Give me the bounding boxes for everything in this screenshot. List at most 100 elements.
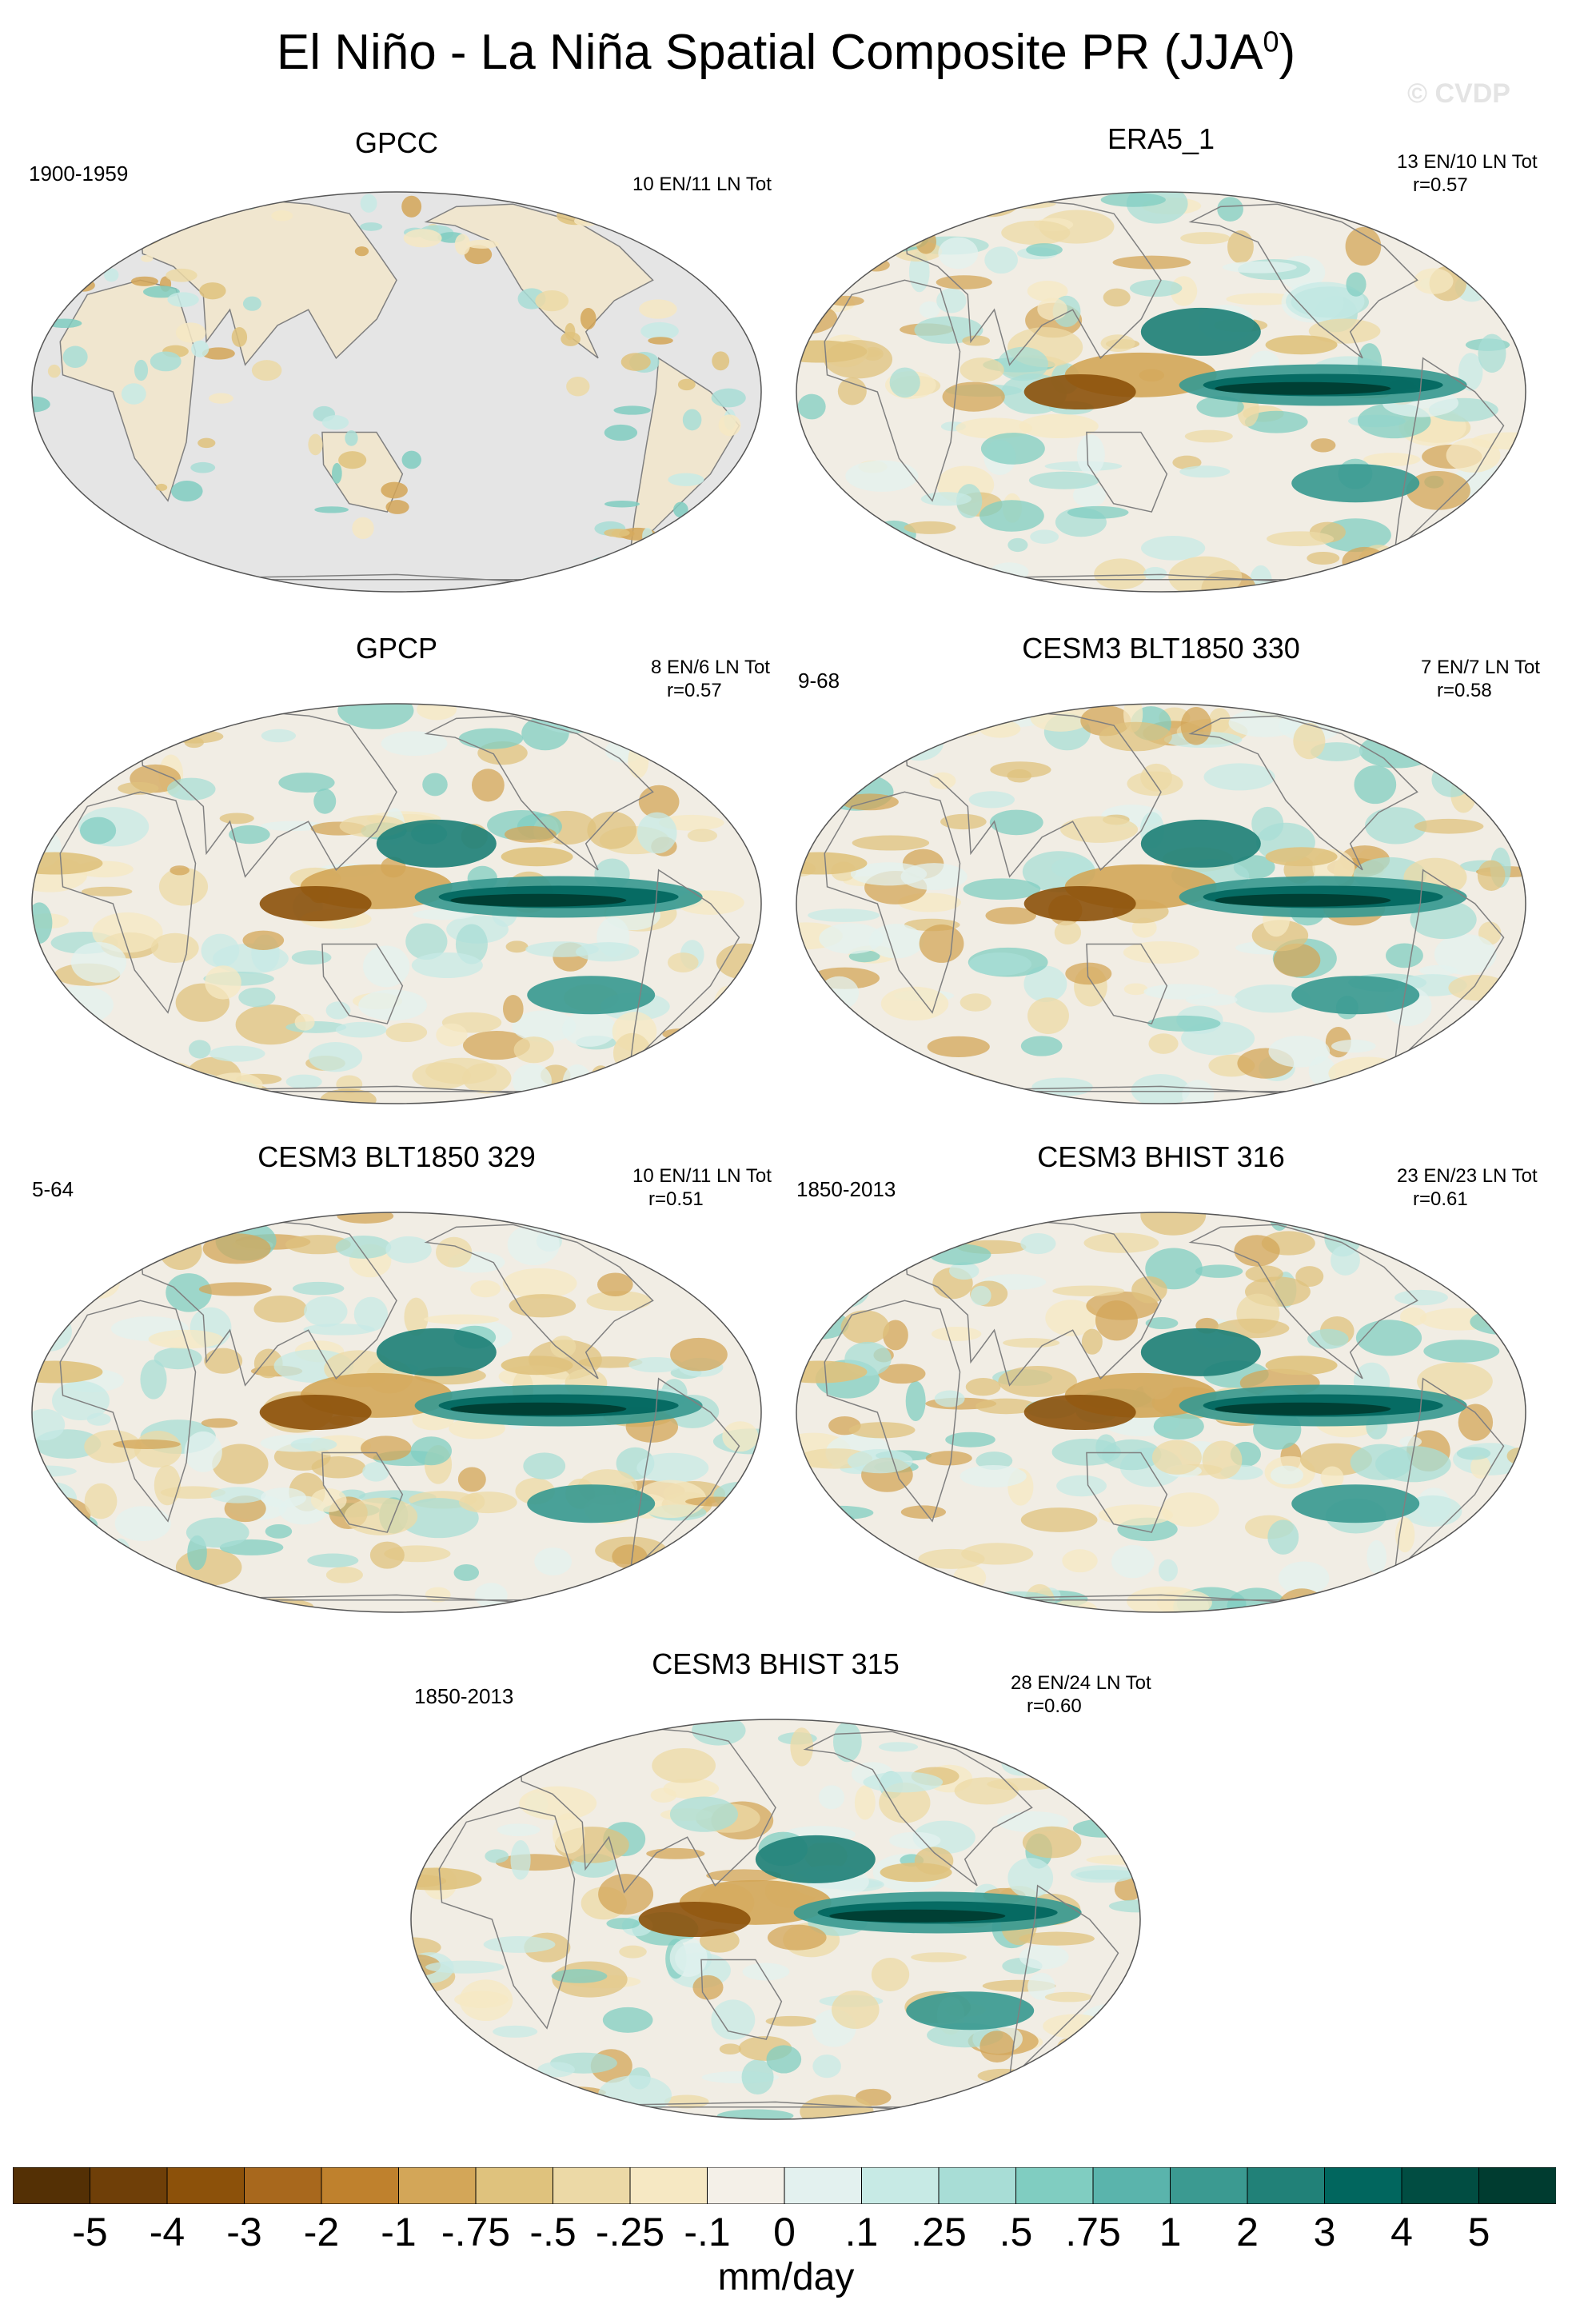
anomaly-blob [879,1782,931,1823]
anomaly-blob [900,863,968,891]
wet-anomaly-band [1291,1484,1420,1523]
land-anomaly-blob [401,195,422,218]
land-anomaly-blob [613,405,651,415]
anomaly-blob [1094,558,1147,590]
anomaly-blob [425,1587,451,1603]
anomaly-blob [313,789,337,814]
coastline [904,200,1162,366]
anomaly-blob [945,1432,995,1448]
anomaly-blob [832,192,892,231]
land-anomaly-blob [381,481,408,499]
anomaly-blob [812,2054,841,2078]
anomaly-blob [716,2109,794,2119]
anomaly-blob [1234,1235,1280,1267]
colorbar-tick-label: 0 [773,2210,796,2254]
anomaly-blob [929,772,956,789]
anomaly-blob [1454,713,1526,731]
map-panel-cesm3-bhist-316: CESM3 BHIST 316 1850-2013 23 EN/23 LN To… [793,1140,1545,1652]
map-border [31,191,762,593]
anomaly-blob [1227,230,1254,264]
anomaly-blob [1411,1233,1437,1269]
anomaly-blob [504,825,557,843]
anomaly-blob [1470,1455,1491,1479]
coastline [824,279,961,502]
map-panel-gpcc: GPCC 1900-1959 10 EN/11 LN Tot [29,120,772,632]
composite-count: 28 EN/24 LN Tot r=0.60 [1011,1672,1151,1717]
anomaly-blob [987,1778,1059,1791]
colorbar-swatch [398,2167,477,2204]
anomaly-blob [278,773,335,793]
panel-title: CESM3 BHIST 316 [1037,1140,1285,1173]
anomaly-blob [81,886,133,896]
land-anomaly-blob [403,229,442,248]
anomaly-blob [798,1531,834,1572]
land-anomaly-blob [620,353,651,371]
anomaly-blob [1003,1729,1027,1740]
anomaly-blob [1054,920,1082,944]
anomaly-blob [410,1436,452,1466]
colorbar-tick-label: -.1 [684,2210,731,2254]
anomaly-blob [1070,1865,1136,1883]
anomaly-blob [1052,1285,1125,1296]
land-anomaly-blob [673,501,688,518]
coastline [1086,943,1168,1024]
land-anomaly-blob [360,194,377,213]
anomaly-blob [538,2086,606,2099]
anomaly-blob [534,1547,572,1576]
anomaly-blob [980,2031,1015,2063]
land-anomaly-blob [385,500,409,514]
figure-title: El Niño - La Niña Spatial Composite PR (… [276,25,1296,80]
anomaly-blob [503,994,524,1023]
anomaly-blob [598,2075,672,2114]
land-anomaly-blob [677,378,696,391]
anomaly-blob [1445,1044,1503,1056]
coastline [424,715,654,871]
anomaly-blob [968,952,1032,976]
anomaly-blob [628,743,649,779]
anomaly-blob [914,316,983,344]
map-panel-cesm3-blt1850-329: CESM3 BLT1850 329 5-64 10 EN/11 LN Tot r=… [29,1140,772,1652]
anomaly-blob [713,1481,761,1511]
anomaly-blob [669,1796,738,1832]
land-anomaly-blob [201,347,235,360]
period-label: 5-64 [32,1177,74,1201]
anomaly-blob [1083,1232,1159,1253]
wet-anomaly-band [755,1835,876,1883]
anomaly-blob [942,381,1005,412]
anomaly-blob [606,1918,640,1930]
anomaly-blob [630,1088,654,1104]
anomaly-blob [1203,763,1275,791]
anomaly-blob [381,731,448,757]
anomaly-blob [1068,2074,1105,2095]
anomaly-blob [166,777,216,801]
anomaly-blob [1399,1436,1422,1448]
anomaly-blob [1156,1589,1212,1612]
land-anomaly-blob [271,210,293,222]
anomaly-blob [1140,536,1206,561]
anomaly-blob [1092,1756,1116,1788]
wet-anomaly-band [527,976,656,1015]
anomaly-blob [766,2045,802,2074]
anomaly-blob [1385,704,1420,738]
anomaly-blob [1039,1748,1105,1773]
anomaly-blob [868,924,924,959]
anomaly-blob [900,1505,947,1519]
land-anomaly-blob [173,211,187,222]
anomaly-blob [32,1271,91,1299]
anomaly-blob [984,246,1018,274]
anomaly-blob [154,1465,181,1506]
anomaly-blob [175,1548,242,1586]
anomaly-blob [1268,1035,1331,1068]
anomaly-blob [66,1515,98,1535]
dry-anomaly-band [1023,374,1136,409]
anomaly-blob [1027,281,1068,301]
land-anomaly-blob [712,351,730,371]
anomaly-blob [336,1075,363,1094]
anomaly-blob [436,1236,473,1268]
wet-anomaly-band [527,1484,656,1523]
anomaly-blob [950,1598,1017,1612]
anomaly-blob [358,989,427,1021]
robinson-map [31,1212,762,1613]
anomaly-blob [1468,722,1526,749]
colorbar-tick-label: -1 [381,2210,417,2254]
